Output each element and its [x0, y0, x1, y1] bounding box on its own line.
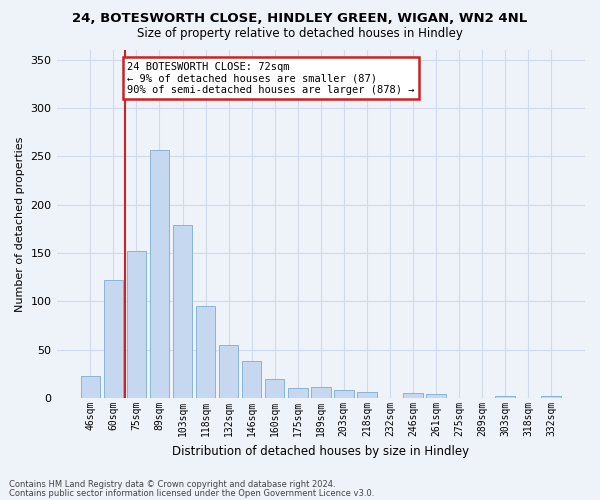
Text: Size of property relative to detached houses in Hindley: Size of property relative to detached ho… — [137, 28, 463, 40]
Bar — [541, 396, 561, 398]
Text: 24, BOTESWORTH CLOSE, HINDLEY GREEN, WIGAN, WN2 4NL: 24, BOTESWORTH CLOSE, HINDLEY GREEN, WIG… — [73, 12, 527, 26]
Bar — [311, 386, 331, 398]
Bar — [127, 251, 146, 398]
Bar — [149, 150, 169, 398]
Bar — [403, 394, 423, 398]
Bar — [288, 388, 308, 398]
Bar — [219, 345, 238, 398]
Text: 24 BOTESWORTH CLOSE: 72sqm
← 9% of detached houses are smaller (87)
90% of semi-: 24 BOTESWORTH CLOSE: 72sqm ← 9% of detac… — [127, 62, 415, 95]
Bar — [265, 379, 284, 398]
Text: Contains HM Land Registry data © Crown copyright and database right 2024.: Contains HM Land Registry data © Crown c… — [9, 480, 335, 489]
X-axis label: Distribution of detached houses by size in Hindley: Distribution of detached houses by size … — [172, 444, 469, 458]
Bar — [426, 394, 446, 398]
Bar — [334, 390, 353, 398]
Bar — [242, 362, 262, 398]
Text: Contains public sector information licensed under the Open Government Licence v3: Contains public sector information licen… — [9, 488, 374, 498]
Bar — [80, 376, 100, 398]
Bar — [173, 225, 193, 398]
Bar — [196, 306, 215, 398]
Bar — [496, 396, 515, 398]
Bar — [104, 280, 123, 398]
Y-axis label: Number of detached properties: Number of detached properties — [15, 136, 25, 312]
Bar — [357, 392, 377, 398]
